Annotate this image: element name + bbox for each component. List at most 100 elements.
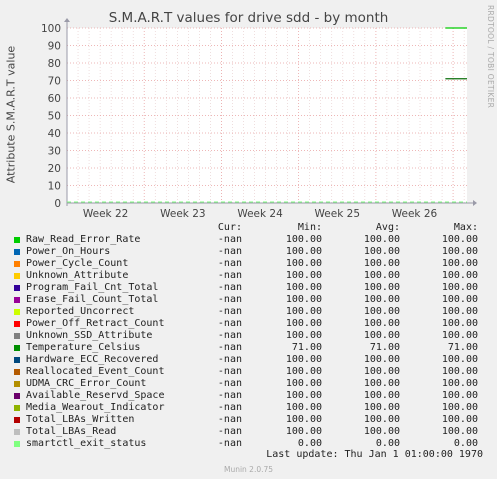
legend-swatch xyxy=(14,429,20,435)
x-tick-label: Week 26 xyxy=(392,208,438,220)
legend-name: Total_LBAs_Written xyxy=(26,414,135,425)
legend-swatch xyxy=(14,393,20,399)
legend-row: Reported_Uncorrect -nan 100.00 100.00 100.00 xyxy=(10,306,490,318)
legend-cur: -nan xyxy=(217,246,242,257)
legend-name: Total_LBAs_Read xyxy=(26,426,117,437)
header-cur: Cur: xyxy=(217,222,242,233)
legend-row: UDMA_CRC_Error_Count -nan 100.00 100.00 100.… xyxy=(10,378,490,390)
legend-cur: -nan xyxy=(217,306,242,317)
legend-min: 100.00 xyxy=(285,390,322,401)
legend-max: 100.00 xyxy=(441,354,478,365)
legend-min: 0.00 xyxy=(297,438,322,449)
legend-row: Total_LBAs_Read -nan 100.00 100.00 100.00 xyxy=(10,426,490,438)
legend-name: Hardware_ECC_Recovered xyxy=(26,354,159,365)
header-max: Max: xyxy=(453,222,478,233)
legend-name: Unknown_SSD_Attribute xyxy=(26,330,153,341)
legend-cur: -nan xyxy=(217,414,242,425)
legend-swatch xyxy=(14,441,20,447)
header-min: Min: xyxy=(297,222,322,233)
legend-max: 100.00 xyxy=(441,270,478,281)
x-tick-label: Week 23 xyxy=(160,208,205,220)
legend-header: Cur: Min: Avg: Max: xyxy=(10,222,490,234)
legend-min: 100.00 xyxy=(285,270,322,281)
legend-row: Available_Reservd_Space -nan 100.00 100.00 1… xyxy=(10,390,490,402)
legend-cur: -nan xyxy=(217,258,242,269)
legend-row: Temperature_Celsius -nan 71.00 71.00 71.00 xyxy=(10,342,490,354)
y-tick-label: 90 xyxy=(48,41,61,53)
legend-row: Total_LBAs_Written -nan 100.00 100.00 100.00 xyxy=(10,414,490,426)
legend-swatch xyxy=(14,321,20,327)
legend-cur: -nan xyxy=(217,294,242,305)
x-tick-label: Week 22 xyxy=(83,208,128,220)
legend-avg: 100.00 xyxy=(363,306,400,317)
legend-name: Program_Fail_Cnt_Total xyxy=(26,282,159,293)
y-tick-label: 60 xyxy=(48,93,61,105)
legend-name: Reported_Uncorrect xyxy=(26,306,135,317)
legend-avg: 100.00 xyxy=(363,234,400,245)
legend-max: 100.00 xyxy=(441,282,478,293)
legend-swatch xyxy=(14,237,20,243)
legend-avg: 100.00 xyxy=(363,402,400,413)
legend-min: 100.00 xyxy=(285,426,322,437)
legend-avg: 100.00 xyxy=(363,390,400,401)
legend-min: 100.00 xyxy=(285,414,322,425)
y-tick-label: 0 xyxy=(54,198,61,210)
legend: Cur: Min: Avg: Max: Raw_Read_Error_Rate -… xyxy=(10,222,490,450)
munin-version: Munin 2.0.75 xyxy=(223,465,274,474)
y-tick-label: 30 xyxy=(48,146,61,158)
legend-row: Program_Fail_Cnt_Total -nan 100.00 100.00 10… xyxy=(10,282,490,294)
legend-min: 100.00 xyxy=(285,378,322,389)
legend-max: 100.00 xyxy=(441,414,478,425)
legend-max: 0.00 xyxy=(453,438,478,449)
legend-name: Temperature_Celsius xyxy=(26,342,141,353)
y-tick-label: 10 xyxy=(48,181,61,193)
legend-avg: 100.00 xyxy=(363,426,400,437)
legend-min: 71.00 xyxy=(291,342,322,353)
y-tick-label: 70 xyxy=(48,76,61,88)
legend-name: UDMA_CRC_Error_Count xyxy=(26,378,147,389)
legend-max: 100.00 xyxy=(441,426,478,437)
legend-row: Media_Wearout_Indicator -nan 100.00 100.00 1… xyxy=(10,402,490,414)
legend-name: Reallocated_Event_Count xyxy=(26,366,165,377)
legend-swatch xyxy=(14,369,20,375)
legend-max: 100.00 xyxy=(441,258,478,269)
legend-cur: -nan xyxy=(217,234,242,245)
legend-name: smartctl_exit_status xyxy=(26,438,147,449)
legend-swatch xyxy=(14,285,20,291)
legend-swatch xyxy=(14,417,20,423)
legend-cur: -nan xyxy=(217,390,242,401)
legend-row: Power_On_Hours -nan 100.00 100.00 100.00 xyxy=(10,246,490,258)
legend-cur: -nan xyxy=(217,426,242,437)
legend-avg: 100.00 xyxy=(363,294,400,305)
legend-row: Power_Off_Retract_Count -nan 100.00 100.00 1… xyxy=(10,318,490,330)
legend-swatch xyxy=(14,381,20,387)
legend-min: 100.00 xyxy=(285,402,322,413)
legend-max: 100.00 xyxy=(441,330,478,341)
legend-avg: 0.00 xyxy=(375,438,400,449)
legend-avg: 100.00 xyxy=(363,366,400,377)
x-tick-label: Week 25 xyxy=(315,208,360,220)
legend-avg: 100.00 xyxy=(363,270,400,281)
legend-cur: -nan xyxy=(217,342,242,353)
legend-cur: -nan xyxy=(217,402,242,413)
legend-max: 100.00 xyxy=(441,402,478,413)
x-tick-label: Week 24 xyxy=(237,208,283,220)
legend-max: 100.00 xyxy=(441,378,478,389)
legend-min: 100.00 xyxy=(285,306,322,317)
legend-row: Raw_Read_Error_Rate -nan 100.00 100.00 100.0… xyxy=(10,234,490,246)
legend-swatch xyxy=(14,297,20,303)
legend-avg: 100.00 xyxy=(363,414,400,425)
legend-cur: -nan xyxy=(217,330,242,341)
legend-avg: 100.00 xyxy=(363,258,400,269)
legend-min: 100.00 xyxy=(285,282,322,293)
legend-swatch xyxy=(14,273,20,279)
legend-name: Power_On_Hours xyxy=(26,246,111,257)
legend-row: Reallocated_Event_Count -nan 100.00 100.00 1… xyxy=(10,366,490,378)
legend-avg: 100.00 xyxy=(363,318,400,329)
legend-max: 71.00 xyxy=(447,342,478,353)
legend-min: 100.00 xyxy=(285,234,322,245)
legend-cur: -nan xyxy=(217,282,242,293)
y-tick-label: 40 xyxy=(48,128,61,140)
legend-cur: -nan xyxy=(217,318,242,329)
legend-max: 100.00 xyxy=(441,318,478,329)
